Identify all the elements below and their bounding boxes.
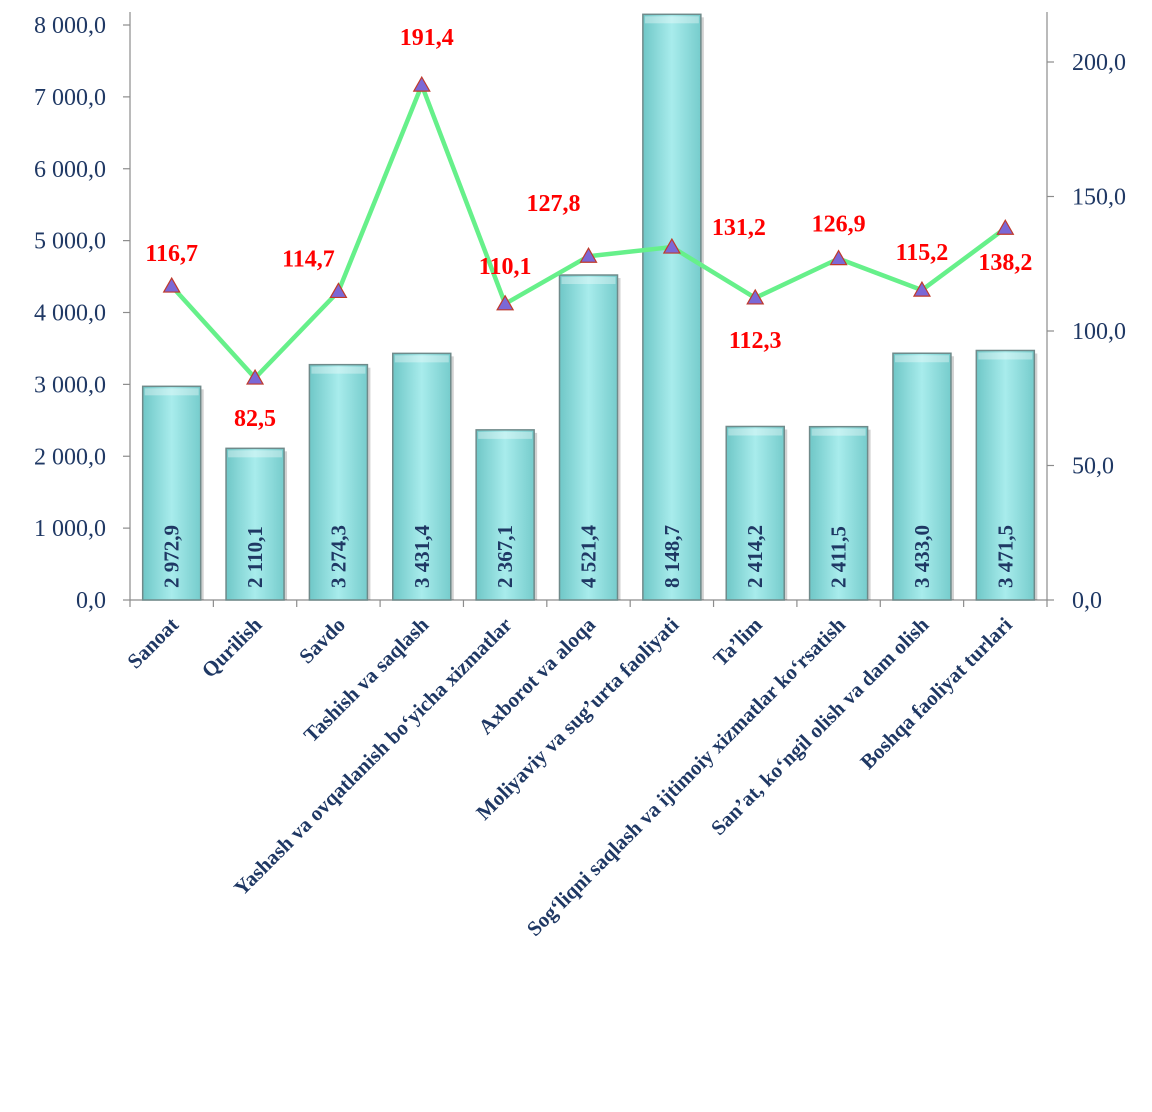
line-marker (246, 368, 265, 385)
bar (225, 447, 285, 601)
line-point-label: 82,5 (234, 406, 276, 432)
bar-highlight (311, 366, 366, 374)
line-marker (412, 75, 431, 92)
y-tick-label-left: 8 000,0 (34, 13, 106, 39)
bar (725, 425, 785, 601)
bar-highlight (894, 355, 949, 363)
bar-highlight (644, 16, 699, 24)
line-point-label: 115,2 (896, 240, 949, 266)
line-marker (162, 276, 181, 293)
bar-value-label: 2 367,1 (493, 525, 517, 588)
bar (475, 429, 535, 601)
x-tick-label: Savdo (294, 613, 350, 669)
line-point-label: 116,7 (145, 241, 198, 267)
bar-value-label: 2 414,2 (743, 525, 767, 588)
bar (642, 13, 702, 601)
line-point-label: 110,1 (479, 254, 532, 280)
y-tick-label-right: 50,0 (1072, 454, 1114, 480)
bar (892, 352, 952, 601)
y-tick-label-right: 100,0 (1072, 319, 1126, 345)
bar-value-label: 3 433,0 (910, 525, 934, 588)
bar-value-label: 2 110,1 (243, 526, 267, 588)
bar (392, 352, 452, 601)
line-marker (662, 237, 681, 254)
y-tick-label-left: 3 000,0 (34, 372, 106, 398)
line-point-label: 127,8 (527, 191, 581, 217)
bar (558, 274, 619, 601)
line-marker (829, 249, 848, 266)
y-tick-label-left: 2 000,0 (34, 444, 106, 470)
line-point-label: 114,7 (282, 246, 335, 272)
line-point-label: 191,4 (400, 25, 454, 51)
bar-highlight (811, 428, 866, 436)
y-tick-label-left: 4 000,0 (34, 301, 106, 327)
line-point-label: 131,2 (712, 215, 766, 241)
line-marker (496, 294, 515, 311)
bar-value-label: 2 972,9 (160, 525, 184, 588)
line-point-label: 126,9 (812, 212, 866, 238)
x-tick-label: Sog‘liqni saqlash va ijtimoiy xizmatlar … (522, 612, 850, 940)
x-tick-label: Ta’lim (708, 612, 767, 671)
bar (975, 349, 1036, 601)
bar-highlight (978, 352, 1033, 360)
line-marker (912, 280, 931, 297)
x-tick-label: Qurilish (197, 612, 267, 682)
bar-value-label: 8 148,7 (660, 525, 684, 588)
line-marker (746, 288, 765, 305)
bar-value-label: 3 431,4 (410, 525, 434, 589)
y-tick-label-left: 0,0 (76, 588, 106, 614)
bar-value-label: 3 274,3 (326, 525, 350, 588)
bar-value-label: 2 411,5 (827, 526, 851, 588)
bar-highlight (144, 388, 199, 396)
y-tick-label-right: 150,0 (1072, 185, 1126, 211)
bar-highlight (561, 277, 616, 285)
bar-value-label: 3 471,5 (993, 525, 1017, 588)
line-point-label: 138,2 (978, 250, 1032, 276)
y-tick-label-left: 7 000,0 (34, 85, 106, 111)
y-tick-label-left: 6 000,0 (34, 157, 106, 183)
bar-value-label: 4 521,4 (577, 525, 601, 589)
y-tick-label-left: 1 000,0 (34, 516, 106, 542)
x-tick-label: Sanoat (123, 613, 184, 674)
bar-highlight (478, 431, 533, 439)
line-marker (329, 282, 348, 299)
y-tick-label-right: 200,0 (1072, 50, 1126, 76)
x-tick-label: Boshqa faoliyat turlari (856, 612, 1017, 773)
line-marker (996, 219, 1015, 235)
y-tick-label-right: 0,0 (1072, 588, 1102, 614)
line-marker (579, 247, 598, 263)
bar (308, 363, 369, 601)
line-point-label: 112,3 (729, 328, 782, 354)
y-tick-label-left: 5 000,0 (34, 229, 106, 255)
bar (141, 385, 202, 601)
bar (808, 425, 869, 601)
bar-highlight (728, 428, 783, 436)
bar-highlight (394, 355, 449, 363)
bar-highlight (228, 450, 283, 458)
